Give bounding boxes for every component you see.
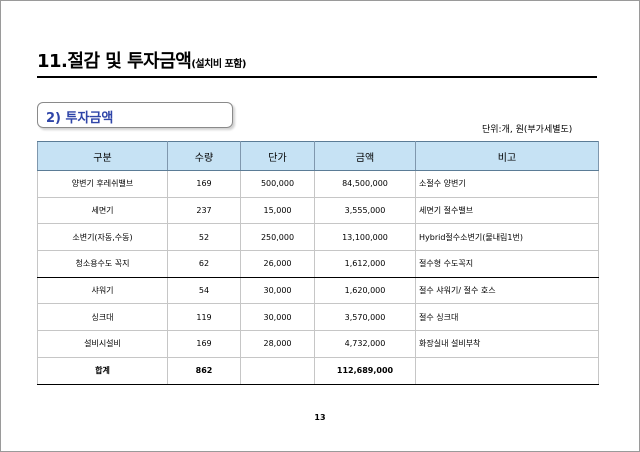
cell-category: 싱크대: [37, 303, 168, 332]
page-title-main: 11.절감 및 투자금액: [37, 51, 192, 72]
table-header-row: 구분 수량 단가 금액 비고: [37, 141, 599, 171]
cell-unit-price: 500,000: [240, 170, 315, 198]
title-underline: [37, 76, 597, 78]
table-row: 청소용수도 꼭지 62 26,000 1,612,000 절수형 수도꼭지: [37, 250, 599, 278]
cell-remarks: 절수 싱크대: [415, 303, 599, 332]
cell-remarks: 세면기 절수밸브: [415, 197, 599, 225]
page-number: 13: [314, 413, 326, 422]
unit-note: 단위:개, 원(부가세별도): [482, 125, 573, 135]
cell-remarks: 소절수 양변기: [415, 170, 599, 198]
total-unit-price: [240, 356, 315, 385]
cell-amount: 3,570,000: [314, 303, 416, 332]
cell-amount: 3,555,000: [314, 197, 416, 225]
cell-quantity: 52: [167, 223, 241, 252]
table-row: 소변기(자동,수동) 52 250,000 13,100,000 Hybrid절…: [37, 223, 599, 252]
header-amount: 금액: [314, 141, 416, 171]
cell-quantity: 237: [167, 197, 241, 225]
cell-quantity: 169: [167, 330, 241, 358]
cell-category: 설비시설비: [37, 330, 168, 358]
section-heading-box: 2) 투자금액: [37, 102, 233, 128]
section-heading-label: 2) 투자금액: [46, 111, 114, 126]
cell-unit-price: 15,000: [240, 197, 315, 225]
table-row: 샤워기 54 30,000 1,620,000 절수 샤워기/ 절수 호스: [37, 277, 599, 305]
total-amount: 112,689,000: [314, 356, 416, 385]
header-category: 구분: [37, 141, 168, 171]
cell-remarks: 절수 샤워기/ 절수 호스: [415, 277, 599, 305]
cell-remarks: 화장실내 설비부착: [415, 330, 599, 358]
total-remarks: [415, 356, 599, 385]
cell-category: 양변기 후레쉬밸브: [37, 170, 168, 198]
table-row: 세면기 237 15,000 3,555,000 세면기 절수밸브: [37, 197, 599, 225]
header-quantity: 수량: [167, 141, 241, 171]
table-row: 설비시설비 169 28,000 4,732,000 화장실내 설비부착: [37, 330, 599, 358]
cell-quantity: 119: [167, 303, 241, 332]
cell-category: 세면기: [37, 197, 168, 225]
table-row: 싱크대 119 30,000 3,570,000 절수 싱크대: [37, 303, 599, 332]
cell-quantity: 169: [167, 170, 241, 198]
cell-unit-price: 28,000: [240, 330, 315, 358]
cell-remarks: Hybrid절수소변기(물내림1번): [415, 223, 599, 252]
cell-amount: 84,500,000: [314, 170, 416, 198]
page-title: 11.절감 및 투자금액(설치비 포함): [37, 47, 246, 73]
cell-unit-price: 250,000: [240, 223, 315, 252]
cell-amount: 13,100,000: [314, 223, 416, 252]
header-remarks: 비고: [415, 141, 599, 171]
total-label: 합계: [37, 356, 168, 385]
cell-quantity: 54: [167, 277, 241, 305]
cell-unit-price: 26,000: [240, 250, 315, 278]
cell-quantity: 62: [167, 250, 241, 278]
total-quantity: 862: [167, 356, 241, 385]
cell-amount: 4,732,000: [314, 330, 416, 358]
investment-table: 구분 수량 단가 금액 비고 양변기 후레쉬밸브 169 500,000 84,…: [37, 141, 599, 385]
cell-unit-price: 30,000: [240, 303, 315, 332]
cell-category: 샤워기: [37, 277, 168, 305]
table-total-row: 합계 862 112,689,000: [37, 356, 599, 385]
cell-amount: 1,620,000: [314, 277, 416, 305]
cell-remarks: 절수형 수도꼭지: [415, 250, 599, 278]
page-title-sub: (설치비 포함): [191, 59, 246, 70]
table-row: 양변기 후레쉬밸브 169 500,000 84,500,000 소절수 양변기: [37, 170, 599, 198]
header-unit-price: 단가: [240, 141, 315, 171]
cell-unit-price: 30,000: [240, 277, 315, 305]
cell-category: 소변기(자동,수동): [37, 223, 168, 252]
cell-category: 청소용수도 꼭지: [37, 250, 168, 278]
cell-amount: 1,612,000: [314, 250, 416, 278]
